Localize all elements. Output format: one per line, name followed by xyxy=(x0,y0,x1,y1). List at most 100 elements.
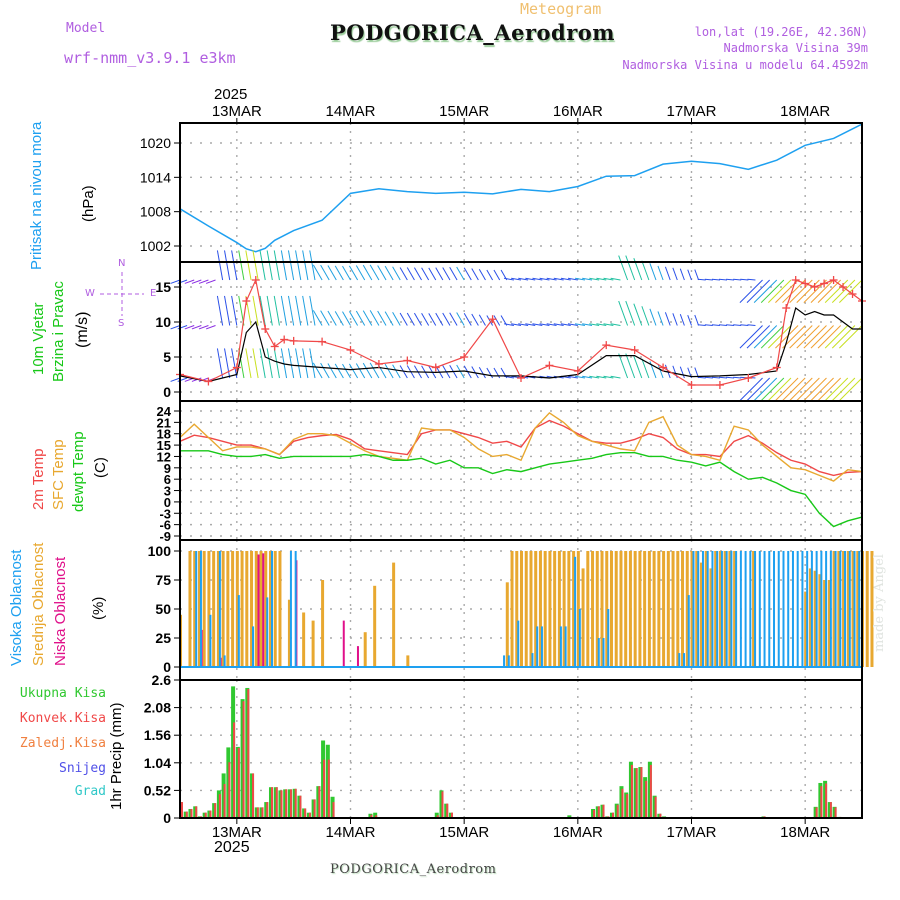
cloud-bar xyxy=(801,551,804,667)
wind-arrow xyxy=(406,312,415,326)
cloud-bar xyxy=(259,551,263,667)
wind-arrow xyxy=(273,250,280,281)
wind-arrow xyxy=(191,279,202,284)
wind-arrow xyxy=(518,323,529,326)
cloud-bar xyxy=(273,551,277,667)
cloud-bar xyxy=(199,551,202,667)
wind-arrow xyxy=(618,353,629,379)
cloud-bar xyxy=(823,580,827,667)
cloud-bar xyxy=(576,551,580,667)
cloud-bar xyxy=(687,595,690,667)
top-day-label: 18MAR xyxy=(780,103,830,120)
wind-arrow xyxy=(320,310,330,326)
wind-arrow xyxy=(694,314,700,326)
wind-arrow xyxy=(664,266,671,281)
top-day-label: 16MAR xyxy=(553,103,603,120)
wind-arrow xyxy=(456,266,465,281)
wind-arrow xyxy=(245,348,252,379)
wind-arrow xyxy=(342,363,351,379)
wind-arrow xyxy=(478,314,486,326)
wind-arrow xyxy=(739,325,763,349)
compass-south: S xyxy=(118,318,125,329)
wind-arrow xyxy=(392,266,401,281)
cloud-bar xyxy=(754,551,757,667)
y-tick-label: 15 xyxy=(157,438,171,453)
wind-arrow xyxy=(392,312,401,326)
precip-bar-convective xyxy=(313,799,316,818)
wind-arrow xyxy=(280,295,288,326)
cloud-bar xyxy=(858,551,861,667)
cloud-bar xyxy=(597,638,600,667)
wind-arrow xyxy=(767,279,792,303)
wind-arrow xyxy=(831,325,856,349)
cloud-bar xyxy=(510,551,514,667)
cloud-bar xyxy=(257,554,260,667)
cloud-bar xyxy=(628,551,632,667)
cloud-bar xyxy=(193,551,197,667)
wind-arrow xyxy=(355,265,366,281)
cloud-bar xyxy=(614,551,618,667)
wind-arrow xyxy=(320,362,330,379)
cloud-bar xyxy=(564,626,567,667)
wind-arrow xyxy=(471,268,479,281)
wind-arrow xyxy=(746,325,770,349)
wind-arrow xyxy=(641,306,650,326)
precip-bar-convective xyxy=(332,802,335,818)
wind-arrow xyxy=(184,325,195,330)
wind-arrow xyxy=(796,279,820,303)
wind-arrow xyxy=(649,308,657,326)
cloud-bar xyxy=(804,591,808,667)
top-day-label: 14MAR xyxy=(325,103,375,120)
wind-arrow xyxy=(252,348,259,379)
cloud-bar xyxy=(662,551,666,667)
wind-arrow xyxy=(231,295,238,326)
temp-line-dewpt xyxy=(180,450,863,528)
wind-arrow xyxy=(789,325,813,349)
wind-arrow xyxy=(641,260,650,281)
cloud-bar xyxy=(791,551,794,667)
cloud-bar xyxy=(536,626,539,667)
wind-arrow xyxy=(216,348,224,379)
y-tick-label: 1.04 xyxy=(144,755,171,771)
wind-arrow xyxy=(649,263,657,281)
precip-bar-convective xyxy=(289,789,292,818)
cloud-bar xyxy=(209,614,212,667)
cloud-bar xyxy=(683,653,686,667)
wind-arrow xyxy=(369,310,380,326)
wind-arrow xyxy=(539,277,550,281)
cloud-bar xyxy=(695,551,699,667)
cloud-bar xyxy=(730,551,733,667)
cloud-bar xyxy=(744,551,747,667)
precip-bar-convective xyxy=(252,773,255,818)
y-tick-label: 75 xyxy=(155,572,171,588)
cloud-bar xyxy=(777,551,780,667)
wind-arrow xyxy=(610,375,621,379)
precip-bar-convective xyxy=(659,813,662,818)
model-elevation-text: Nadmorska Visina u modelu 64.4592m xyxy=(622,58,868,72)
wind-arrow xyxy=(369,264,380,281)
wind-arrow xyxy=(657,311,664,326)
wind-arrow xyxy=(603,323,614,326)
precip-bar-convective xyxy=(597,806,600,818)
wind-arrow xyxy=(633,303,643,326)
chart-subtitle: Meteogram xyxy=(520,0,602,18)
wind-arrow xyxy=(478,367,486,379)
wind-arrow xyxy=(503,323,514,326)
precip-bar-convective xyxy=(640,767,643,818)
y-tick-label: 25 xyxy=(155,630,171,646)
cloud-bar xyxy=(356,646,359,667)
precip-bar-convective xyxy=(214,803,217,818)
wind-arrow xyxy=(327,265,337,281)
cloud-bar xyxy=(602,638,605,667)
y-tick-label: 6 xyxy=(164,472,171,487)
cloud-bar xyxy=(235,551,239,667)
wind-speed-line xyxy=(179,306,862,383)
precip-bar-convective xyxy=(649,764,652,818)
cloud-bar xyxy=(856,551,860,667)
wind-arrow xyxy=(589,277,600,281)
cloud-bar xyxy=(839,551,842,667)
wind-arrow xyxy=(518,277,529,281)
wind-arrow xyxy=(753,325,778,349)
cloud-bar xyxy=(572,551,576,667)
wind-arrow xyxy=(273,295,280,326)
